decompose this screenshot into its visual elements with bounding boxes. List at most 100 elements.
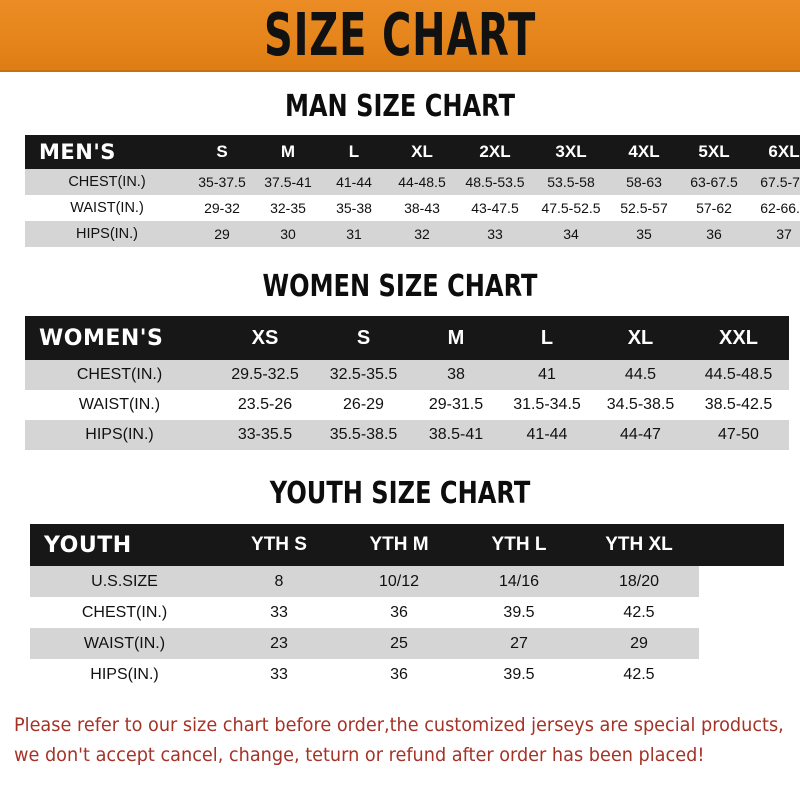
youth-chest-l: 39.5: [459, 597, 579, 628]
women-chest-m: 38: [411, 360, 501, 390]
women-header-cell-label: WOMEN'S: [25, 316, 214, 360]
women-header-cell-xl: XL: [593, 316, 688, 360]
man-chest-5xl: 63-67.5: [679, 169, 749, 195]
man-header-cell-4xl: 4XL: [609, 135, 679, 169]
youth-table-body: YOUTH YTH S YTH M YTH L YTH XL U.S.SIZE …: [30, 524, 784, 690]
women-hips-xs: 33-35.5: [214, 420, 316, 450]
youth-hips-spacer: [699, 659, 784, 690]
man-row-hips: HIPS(IN.) 29 30 31 32 33 34 35 36 37: [25, 221, 800, 247]
man-waist-xl: 38-43: [387, 195, 457, 221]
youth-waist-xl: 29: [579, 628, 699, 659]
man-hips-m: 30: [255, 221, 321, 247]
youth-waist-m: 25: [339, 628, 459, 659]
women-hips-xl: 44-47: [593, 420, 688, 450]
man-waist-2xl: 43-47.5: [457, 195, 533, 221]
women-hips-l: 41-44: [501, 420, 593, 450]
youth-section-title: YOUTH SIZE CHART: [269, 474, 531, 511]
man-hips-6xl: 37: [749, 221, 800, 247]
man-header-cell-2xl: 2XL: [457, 135, 533, 169]
youth-header-cell-label: YOUTH: [30, 524, 219, 566]
order-policy-note-line2: we don't accept cancel, change, teturn o…: [14, 744, 705, 766]
women-waist-l: 31.5-34.5: [501, 390, 593, 420]
man-hips-xl: 32: [387, 221, 457, 247]
size-chart-banner: SIZE CHART: [0, 0, 800, 72]
women-size-section: WOMEN SIZE CHART WOMEN'S XS S M L XL XXL…: [0, 267, 800, 450]
youth-waist-l: 27: [459, 628, 579, 659]
women-table-body: WOMEN'S XS S M L XL XXL CHEST(IN.) 29.5-…: [25, 316, 789, 450]
man-size-section: MAN SIZE CHART MEN'S S M L XL 2XL 3XL 4X…: [0, 87, 800, 247]
youth-hips-xl: 42.5: [579, 659, 699, 690]
youth-row-hips-label: HIPS(IN.): [30, 659, 219, 690]
women-waist-m: 29-31.5: [411, 390, 501, 420]
man-table-body: MEN'S S M L XL 2XL 3XL 4XL 5XL 6XL CHEST…: [25, 135, 800, 247]
youth-chest-m: 36: [339, 597, 459, 628]
man-waist-l: 35-38: [321, 195, 387, 221]
youth-table-header-row: YOUTH YTH S YTH M YTH L YTH XL: [30, 524, 784, 566]
man-waist-5xl: 57-62: [679, 195, 749, 221]
youth-header-cell-s: YTH S: [219, 524, 339, 566]
women-row-hips-label: HIPS(IN.): [25, 420, 214, 450]
man-header-cell-label: MEN'S: [25, 135, 189, 169]
women-hips-m: 38.5-41: [411, 420, 501, 450]
man-header-cell-6xl: 6XL: [749, 135, 800, 169]
women-row-hips: HIPS(IN.) 33-35.5 35.5-38.5 38.5-41 41-4…: [25, 420, 789, 450]
women-chest-xl: 44.5: [593, 360, 688, 390]
man-chest-xl: 44-48.5: [387, 169, 457, 195]
man-waist-s: 29-32: [189, 195, 255, 221]
youth-header-cell-m: YTH M: [339, 524, 459, 566]
youth-row-us-size: U.S.SIZE 8 10/12 14/16 18/20: [30, 566, 784, 597]
man-chest-4xl: 58-63: [609, 169, 679, 195]
youth-row-chest-label: CHEST(IN.): [30, 597, 219, 628]
youth-hips-l: 39.5: [459, 659, 579, 690]
man-row-chest: CHEST(IN.) 35-37.5 37.5-41 41-44 44-48.5…: [25, 169, 800, 195]
man-chest-6xl: 67.5-72: [749, 169, 800, 195]
man-header-cell-m: M: [255, 135, 321, 169]
youth-row-chest: CHEST(IN.) 33 36 39.5 42.5: [30, 597, 784, 628]
order-policy-note: Please refer to our size chart before or…: [14, 710, 786, 770]
women-chest-l: 41: [501, 360, 593, 390]
women-hips-xxl: 47-50: [688, 420, 789, 450]
man-header-cell-3xl: 3XL: [533, 135, 609, 169]
women-chest-xs: 29.5-32.5: [214, 360, 316, 390]
youth-header-cell-spacer: [699, 524, 784, 566]
man-hips-s: 29: [189, 221, 255, 247]
page-title: SIZE CHART: [263, 0, 537, 70]
women-header-cell-xxl: XXL: [688, 316, 789, 360]
man-chest-3xl: 53.5-58: [533, 169, 609, 195]
youth-us-size-spacer: [699, 566, 784, 597]
man-table-header-row: MEN'S S M L XL 2XL 3XL 4XL 5XL 6XL: [25, 135, 800, 169]
man-chest-s: 35-37.5: [189, 169, 255, 195]
youth-waist-s: 23: [219, 628, 339, 659]
youth-header-cell-l: YTH L: [459, 524, 579, 566]
women-row-chest-label: CHEST(IN.): [25, 360, 214, 390]
youth-chest-s: 33: [219, 597, 339, 628]
man-size-table: MEN'S S M L XL 2XL 3XL 4XL 5XL 6XL CHEST…: [25, 135, 800, 247]
women-row-waist-label: WAIST(IN.): [25, 390, 214, 420]
order-policy-note-line1: Please refer to our size chart before or…: [14, 714, 784, 736]
women-row-waist: WAIST(IN.) 23.5-26 26-29 29-31.5 31.5-34…: [25, 390, 789, 420]
man-row-hips-label: HIPS(IN.): [25, 221, 189, 247]
man-waist-3xl: 47.5-52.5: [533, 195, 609, 221]
youth-waist-spacer: [699, 628, 784, 659]
women-chest-xxl: 44.5-48.5: [688, 360, 789, 390]
youth-size-table: YOUTH YTH S YTH M YTH L YTH XL U.S.SIZE …: [30, 524, 784, 690]
man-chest-m: 37.5-41: [255, 169, 321, 195]
women-waist-xs: 23.5-26: [214, 390, 316, 420]
youth-hips-s: 33: [219, 659, 339, 690]
women-section-title: WOMEN SIZE CHART: [262, 267, 538, 304]
man-hips-3xl: 34: [533, 221, 609, 247]
man-hips-2xl: 33: [457, 221, 533, 247]
man-waist-4xl: 52.5-57: [609, 195, 679, 221]
man-waist-m: 32-35: [255, 195, 321, 221]
women-header-cell-m: M: [411, 316, 501, 360]
man-chest-2xl: 48.5-53.5: [457, 169, 533, 195]
youth-row-waist-label: WAIST(IN.): [30, 628, 219, 659]
women-chest-s: 32.5-35.5: [316, 360, 411, 390]
women-table-header-row: WOMEN'S XS S M L XL XXL: [25, 316, 789, 360]
man-header-cell-l: L: [321, 135, 387, 169]
women-waist-xxl: 38.5-42.5: [688, 390, 789, 420]
youth-row-us-size-label: U.S.SIZE: [30, 566, 219, 597]
man-waist-6xl: 62-66.5: [749, 195, 800, 221]
women-row-chest: CHEST(IN.) 29.5-32.5 32.5-35.5 38 41 44.…: [25, 360, 789, 390]
man-section-title: MAN SIZE CHART: [284, 87, 516, 124]
